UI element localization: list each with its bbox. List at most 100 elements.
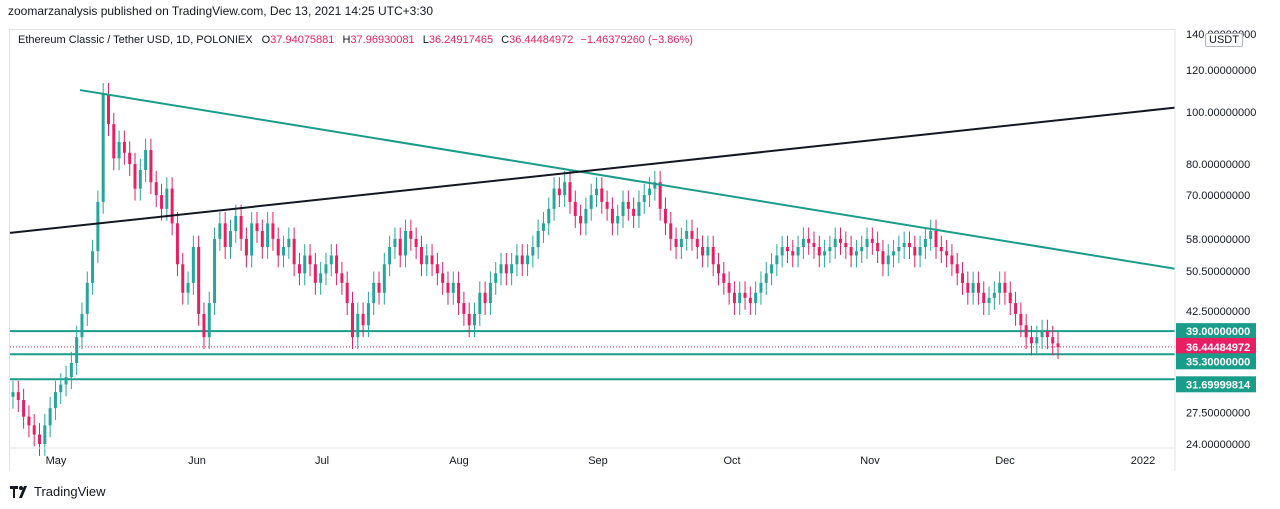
y-tick-label: 50.50000000 (1186, 266, 1250, 278)
candle-body (892, 251, 896, 256)
candle-body (260, 230, 264, 248)
candle-body (759, 282, 763, 293)
candle-body (520, 255, 524, 265)
candle-body (929, 230, 933, 239)
candle-body (388, 247, 392, 265)
candle-body (186, 282, 190, 293)
candle-body (499, 264, 503, 274)
candle-body (356, 313, 360, 338)
candle-body (32, 425, 36, 435)
candle-body (181, 264, 185, 293)
y-tick-label: 100.00000000 (1186, 107, 1256, 119)
x-tick-label: Jul (315, 455, 329, 467)
candle-body (419, 247, 423, 265)
candle-body (154, 182, 158, 196)
level-badge-39: 39.00000000 (1186, 326, 1250, 338)
currency-badge[interactable]: USDT (1205, 33, 1243, 47)
candle-body (160, 195, 164, 209)
candle-body (717, 264, 721, 274)
candle-body (907, 242, 911, 248)
chart-frame (9, 29, 1175, 471)
candle-body (621, 201, 625, 216)
close-value: 36.44484972 (509, 34, 574, 46)
publish-info: zoomarzanalysis published on TradingView… (8, 4, 434, 18)
candle-body (80, 313, 84, 338)
candle-body (48, 408, 52, 426)
candle-body (106, 94, 110, 125)
candle-body (250, 223, 254, 256)
y-tick-label: 120.00000000 (1186, 65, 1256, 77)
low-value: 36.24917465 (428, 34, 494, 46)
candle-body (350, 303, 354, 338)
candle-body (91, 251, 95, 283)
candle-body (494, 273, 498, 283)
candle-body (144, 150, 148, 170)
candle-body (271, 223, 275, 239)
candle-body (112, 124, 116, 159)
candle-body (764, 273, 768, 283)
level-badge-31-bg (1176, 376, 1256, 393)
open-value: 37.94075881 (270, 34, 335, 46)
candle-body (59, 384, 63, 393)
candle-body (573, 201, 577, 216)
brand-label: TradingView (34, 484, 106, 499)
candle-body (605, 201, 609, 209)
candle-body (128, 152, 132, 165)
candle-body (430, 255, 434, 265)
candle-body (860, 247, 864, 252)
candle-body (382, 264, 386, 293)
candle-body (207, 303, 211, 338)
candle-body (138, 169, 142, 189)
candle-body (966, 282, 970, 293)
candle-body (488, 282, 492, 304)
candle-body (695, 238, 699, 248)
candle-body (228, 230, 232, 248)
candle-body (218, 223, 222, 239)
candle-body (483, 292, 487, 304)
candle-body (313, 264, 317, 283)
candle-body (849, 247, 853, 256)
footer-brand[interactable]: TradingView (10, 484, 106, 499)
candle-body (918, 247, 922, 256)
candle-body (595, 188, 599, 196)
candle-body (541, 223, 545, 231)
x-tick-label: May (46, 455, 67, 467)
candle-body (701, 247, 705, 256)
candle-body (950, 255, 954, 265)
candle-body (897, 247, 901, 252)
close-label: C (501, 34, 510, 46)
candle-body (711, 247, 715, 265)
candle-body (266, 223, 270, 248)
candle-body (748, 297, 752, 304)
candle-body (648, 188, 652, 196)
candle-body (801, 238, 805, 248)
candle-body (653, 182, 657, 189)
candle-body (870, 238, 874, 243)
candle-body (722, 273, 726, 283)
candle-body (324, 264, 328, 274)
level-badge-31: 31.69999814 (1186, 379, 1251, 391)
candle-body (732, 292, 736, 304)
candle-body (515, 255, 519, 265)
candle-body (812, 242, 816, 248)
candle-body (1056, 343, 1060, 348)
candle-body (923, 238, 927, 248)
candle-body (1040, 331, 1044, 338)
candle-body (308, 255, 312, 265)
candle-body (425, 255, 429, 265)
x-tick-label: 2022 (1131, 455, 1155, 467)
symbol-label: Ethereum Classic / Tether USD, 1D, POLON… (18, 34, 253, 46)
x-tick-label: Aug (449, 455, 469, 467)
candle-body (85, 282, 89, 314)
candle-body (791, 251, 795, 256)
candle-body (366, 303, 370, 326)
candle-body (536, 230, 540, 248)
candle-body (446, 282, 450, 293)
candle-body (839, 238, 843, 243)
candle-body (557, 188, 561, 196)
candle-body (886, 255, 890, 265)
candle-body (69, 363, 73, 378)
candle-body (939, 247, 943, 252)
candle-body (175, 223, 179, 265)
